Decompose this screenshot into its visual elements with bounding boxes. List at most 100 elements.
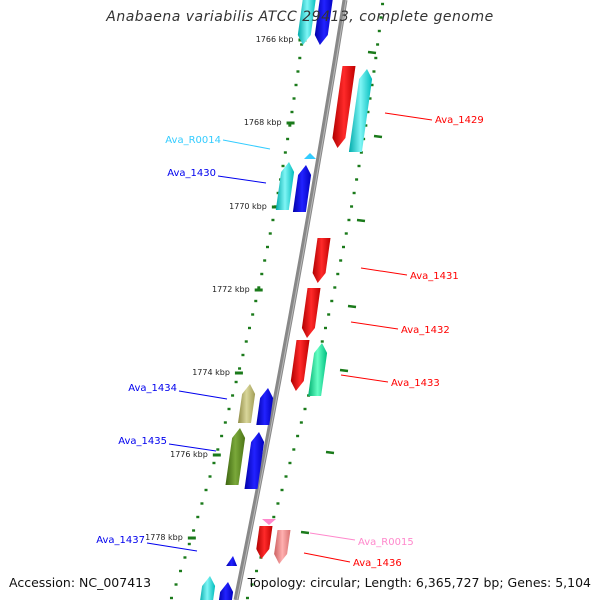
gene-arrow-ava-1430 [292, 165, 312, 212]
plus-strand-dot [374, 56, 378, 60]
plus-strand-dot [339, 259, 343, 262]
minus-strand-dot [196, 515, 200, 519]
minus-strand-dot [179, 569, 183, 573]
gene-arrow-ava-1429 [332, 66, 356, 148]
gene-label-ava-1431: Ava_1431 [410, 271, 459, 282]
minus-strand-dot [268, 232, 272, 235]
minus-strand-dot [286, 137, 290, 141]
plus-strand-dot [284, 475, 288, 478]
minus-strand-dot [290, 110, 294, 114]
minus-strand-dot [238, 367, 242, 370]
minus-strand-dot [174, 583, 178, 586]
leader-line-ava-1435 [168, 443, 217, 452]
gene-arrow-ava-1434 [256, 388, 274, 425]
gene-arrow-green [308, 343, 328, 396]
minor-tick-mark [347, 304, 357, 309]
leader-line-ava-1433 [340, 374, 389, 383]
leader-line-ava-1434 [178, 390, 228, 400]
plus-strand-dot [303, 407, 307, 411]
minus-strand-dot [216, 448, 220, 451]
plus-strand-dot [364, 124, 368, 127]
minus-strand-dot [204, 488, 208, 492]
scale-ticks: 1766 kbp 1768 kbp 1770 kbp 1772 kbp 1774 kbp… [145, 35, 383, 542]
plus-strand-dot [292, 448, 296, 451]
scale-tick-label: 1772 kbp [212, 285, 250, 294]
plus-strand-dot [379, 16, 383, 19]
rna-marker-r0015 [262, 519, 276, 525]
gene-labels: Ava_1429 Ava_1430 Ava_R0014 Ava_1431 Ava_143… [96, 115, 484, 569]
minus-strand-dot [187, 542, 191, 546]
leader-line-ava-1429 [384, 112, 433, 121]
minus-strand-dot [265, 245, 269, 249]
plus-strand-dot [370, 83, 374, 87]
gene-label-ava-1433: Ava_1433 [391, 378, 440, 389]
plus-strand-dot [347, 218, 351, 222]
plus-strand-dot [366, 110, 370, 114]
gene-arrow-olive [225, 428, 246, 485]
leader-line-ava-1436 [303, 552, 351, 563]
gene-arrow-ava-1432 [301, 288, 321, 338]
gene-arrow-ava-1433 [290, 340, 310, 391]
minus-strand-dot [296, 70, 300, 73]
minus-strand-dot [169, 596, 173, 600]
plus-strand-dot [344, 232, 348, 235]
gene-arrow-cyan [297, 0, 316, 45]
backbone-line [233, 0, 348, 600]
plus-strand-dot [377, 29, 381, 33]
leader-line-ava-r0014 [222, 139, 271, 150]
minus-strand-dot [241, 353, 245, 357]
minus-strand-dot [247, 326, 251, 330]
minus-strand-dot [251, 313, 255, 316]
minus-strand-dot [281, 164, 285, 168]
plus-strand-dot [323, 326, 327, 330]
plus-strand-dot [250, 583, 254, 586]
plus-strand-dot [330, 299, 334, 303]
minus-strand-dot [263, 259, 267, 262]
gene-arrow-ava-1436 [256, 526, 273, 559]
gene-label-ava-r0014: Ava_R0014 [165, 135, 221, 146]
minus-strand-dot [192, 529, 196, 532]
gene-arrow-ava-1431 [312, 238, 331, 283]
plus-strand-dot [357, 164, 361, 168]
plus-strand-dot [336, 272, 340, 276]
minus-strand-dot [283, 151, 287, 154]
leader-line-ava-1430 [217, 175, 267, 184]
strand-dotted-guides [169, 2, 385, 600]
accession-text: Accession: NC_007413 [9, 575, 152, 590]
minus-strand-dot [260, 272, 264, 276]
genome-title: Anabaena variabilis ATCC 29413, complete… [106, 9, 494, 25]
leader-line-ava-1432 [350, 321, 399, 330]
minus-strand-dot [231, 394, 235, 397]
gene-arrow-ava-1435 [244, 432, 265, 489]
plus-strand-dot [255, 569, 259, 573]
gene-arrow-khaki [238, 384, 256, 423]
plus-strand-dot [381, 2, 385, 6]
gene-arrow-pink [274, 530, 291, 564]
minus-strand-dot [300, 43, 304, 46]
plus-strand-dot [352, 191, 356, 195]
minus-strand-dot [257, 286, 261, 289]
gene-label-ava-1437: Ava_1437 [96, 535, 145, 546]
plus-strand-dot [327, 313, 331, 316]
minus-strand-dot [254, 299, 258, 303]
plus-strand-dot [341, 245, 345, 249]
gene-arrow-cyan [200, 576, 216, 600]
gene-arrow-ava-1437 [226, 556, 238, 566]
minor-tick-mark [367, 50, 377, 55]
scale-tick-label: 1770 kbp [229, 202, 267, 211]
plus-strand-dot [299, 421, 303, 424]
plus-strand-dot [245, 596, 249, 600]
gene-label-ava-1429: Ava_1429 [435, 115, 484, 126]
plus-strand-dot [272, 515, 276, 519]
leader-line-ava-1437 [146, 542, 198, 552]
gene-label-ava-1435: Ava_1435 [118, 436, 167, 447]
label-leader-lines [146, 112, 433, 563]
plus-strand-dot [280, 488, 284, 492]
leader-line-ava-r0015 [309, 532, 356, 541]
plus-strand-dot [296, 434, 300, 438]
minus-strand-dot [244, 340, 248, 343]
minor-tick-mark [356, 218, 366, 223]
scale-tick-label: 1768 kbp [244, 118, 282, 127]
minus-strand-dot [223, 421, 227, 424]
